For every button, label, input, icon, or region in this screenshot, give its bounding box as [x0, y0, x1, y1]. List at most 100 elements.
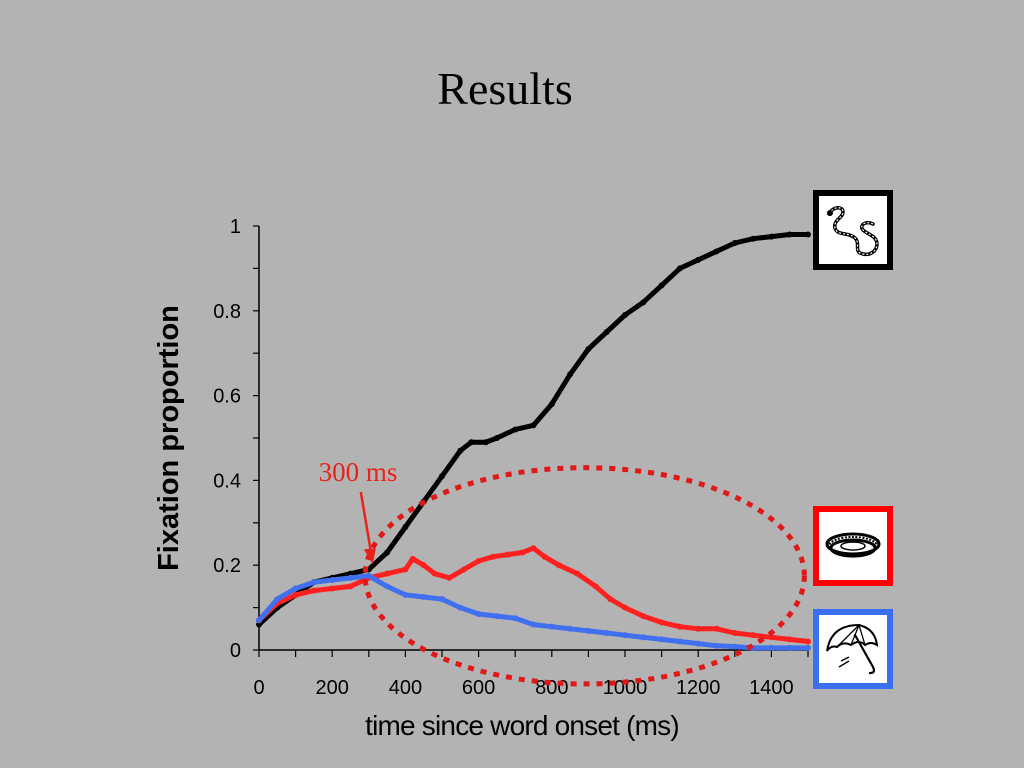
slide-title: Results: [437, 63, 573, 114]
data-point: [310, 587, 317, 594]
data-point: [713, 642, 720, 649]
data-point: [731, 239, 738, 246]
data-point: [805, 644, 811, 651]
data-point: [439, 473, 445, 480]
x-tick-label: 400: [389, 677, 422, 699]
data-point: [592, 583, 599, 590]
data-point: [556, 562, 563, 569]
data-point: [475, 557, 482, 564]
coiled-rope-icon: [825, 532, 881, 558]
data-point: [292, 591, 299, 598]
data-point: [457, 604, 464, 611]
data-point: [256, 621, 262, 628]
data-point: [384, 549, 391, 556]
data-point: [695, 625, 702, 632]
data-point: [713, 625, 720, 632]
umbrella-legend: [813, 609, 893, 689]
data-point: [676, 623, 683, 630]
data-point: [640, 299, 647, 306]
data-point: [420, 594, 427, 600]
data-point: [548, 401, 555, 408]
snake-series: [256, 231, 811, 628]
data-point: [768, 644, 775, 651]
data-point: [460, 566, 467, 573]
x-tick-label: 0: [253, 677, 264, 699]
data-point: [256, 617, 262, 624]
data-point: [530, 422, 537, 429]
snake-icon: [827, 206, 879, 257]
data-point: [658, 282, 665, 289]
onset-annotation-label: 300 ms: [319, 457, 398, 487]
data-point: [519, 549, 526, 556]
chart-series: [256, 231, 811, 651]
data-point: [402, 566, 409, 573]
umbrella-icon: [826, 623, 879, 675]
x-axis-label: time since word onset (ms): [365, 710, 679, 741]
data-point: [482, 439, 489, 446]
data-point: [768, 233, 775, 240]
data-point: [622, 604, 628, 611]
x-tick-label: 800: [535, 677, 568, 699]
y-tick-label: 0.6: [213, 386, 241, 408]
data-point: [446, 574, 453, 581]
data-point: [731, 643, 738, 650]
data-point: [731, 630, 738, 637]
data-point: [786, 231, 793, 238]
snake-legend: [813, 190, 893, 270]
data-point: [504, 551, 511, 558]
x-tick-label: 600: [462, 677, 495, 699]
data-point: [468, 439, 475, 446]
data-point: [420, 562, 427, 569]
x-tick-label: 1200: [676, 677, 721, 699]
data-point: [384, 570, 391, 577]
data-point: [365, 572, 372, 579]
y-tick-label: 0.4: [213, 470, 241, 492]
data-point: [622, 312, 628, 319]
data-point: [713, 248, 720, 255]
data-point: [750, 235, 757, 242]
series-line: [256, 232, 811, 628]
data-point: [530, 545, 537, 552]
data-point: [695, 256, 702, 263]
data-point: [493, 613, 500, 620]
data-point: [786, 636, 793, 643]
data-point: [695, 640, 702, 647]
data-point: [567, 625, 574, 632]
y-tick-label: 0.2: [213, 555, 241, 577]
annotation-arrow-head: [363, 548, 376, 565]
highlight-ellipse: [362, 465, 807, 687]
data-point: [512, 426, 519, 433]
data-point: [384, 583, 391, 590]
data-point: [805, 231, 811, 238]
data-point: [786, 644, 793, 651]
data-point: [274, 596, 281, 603]
data-point: [457, 447, 464, 454]
data-point: [310, 579, 317, 586]
data-point: [603, 630, 610, 637]
y-tick-label: 0: [230, 640, 241, 662]
data-point: [329, 577, 336, 584]
data-point: [402, 591, 409, 598]
data-point: [603, 329, 610, 335]
data-point: [676, 638, 683, 645]
y-tick-label: 0.8: [213, 301, 241, 323]
data-point: [402, 524, 409, 531]
data-point: [431, 570, 438, 577]
data-point: [493, 435, 500, 441]
data-point: [347, 574, 354, 581]
data-point: [490, 553, 497, 560]
data-point: [548, 623, 555, 630]
data-point: [750, 632, 757, 639]
data-point: [640, 613, 647, 620]
data-point: [292, 585, 299, 592]
data-point: [658, 636, 665, 643]
data-point: [658, 619, 665, 626]
annotation-arrow-shaft: [359, 491, 373, 552]
coiled-rope-series: [256, 545, 811, 645]
data-point: [530, 621, 537, 628]
data-point: [409, 555, 416, 562]
data-point: [585, 345, 592, 352]
data-point: [676, 265, 683, 272]
